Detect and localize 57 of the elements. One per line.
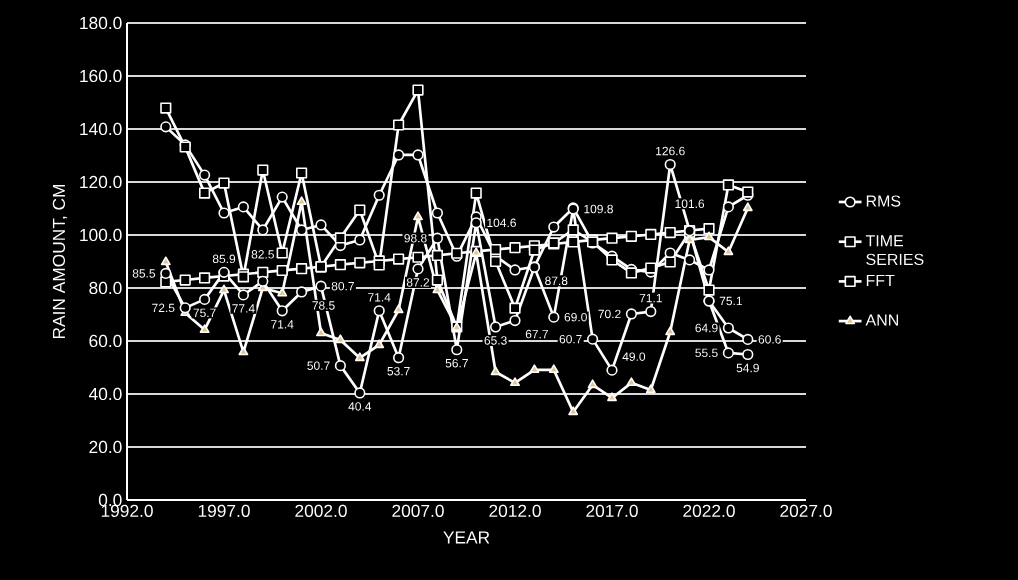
data-label: 82.5: [251, 250, 274, 259]
legend-label: FFT: [866, 274, 895, 286]
data-label: 60.6: [758, 335, 781, 344]
data-label: 67.7: [525, 329, 548, 339]
data-label: 104.6: [487, 218, 516, 228]
data-label: 49.0: [622, 352, 646, 361]
x-tick-label: 2007.0: [392, 504, 444, 517]
legend-label: RMS: [866, 195, 901, 207]
data-label: 77.4: [232, 304, 255, 313]
data-label: 71.4: [271, 320, 294, 329]
data-label: 69.0: [564, 312, 587, 322]
data-label: 65.3: [484, 336, 507, 345]
data-label: 64.9: [695, 323, 718, 333]
x-tick-label: 2017.0: [586, 504, 638, 517]
x-tick-label: 2012.0: [489, 504, 541, 517]
data-label: 80.7: [331, 281, 354, 291]
data-label: 87.2: [406, 278, 430, 287]
x-tick-label: 1997.0: [198, 504, 250, 517]
data-label: 50.7: [307, 361, 330, 370]
data-label: 71.4: [368, 293, 391, 302]
legend-label: ANN: [865, 314, 898, 326]
x-tick-label: 1992.0: [101, 504, 153, 517]
data-label: 53.7: [387, 366, 410, 376]
y-tick-label: 40.0: [88, 387, 122, 401]
x-axis-title: YEAR: [443, 531, 490, 544]
data-label: 75.7: [193, 308, 216, 318]
data-label: 60.7: [559, 334, 582, 344]
y-axis-title: RAIN AMOUNT, CM: [52, 184, 68, 339]
x-tick-label: 2002.0: [295, 504, 347, 517]
x-tick-label: 2022.0: [683, 504, 735, 517]
legend-label: TIME SERIES: [865, 235, 924, 266]
y-tick-label: 80.0: [89, 281, 122, 295]
data-label: 78.5: [312, 301, 335, 310]
data-label: 85.5: [132, 269, 156, 278]
y-tick-label: 180.0: [80, 16, 122, 30]
data-label: 72.5: [152, 303, 175, 313]
data-label: 126.6: [656, 146, 685, 156]
data-label: 56.7: [445, 358, 468, 368]
y-tick-label: 20.0: [89, 440, 122, 454]
x-tick-label: 2027.0: [780, 504, 832, 517]
data-label: 75.1: [719, 296, 742, 306]
data-label: 101.6: [675, 199, 705, 208]
data-label: 71.1: [639, 293, 662, 303]
data-label: 70.2: [598, 309, 621, 319]
y-tick-label: 140.0: [80, 122, 122, 136]
y-tick-label: 160.0: [80, 69, 122, 83]
data-label: 40.4: [348, 402, 372, 411]
data-label: 98.8: [404, 233, 427, 243]
data-label: 85.9: [212, 254, 236, 264]
data-label: 109.8: [584, 204, 613, 214]
data-label: 54.9: [736, 363, 759, 373]
y-tick-label: 0.0: [98, 493, 122, 507]
y-tick-label: 60.0: [89, 334, 122, 348]
data-label: 87.8: [545, 276, 568, 286]
y-tick-label: 100.0: [80, 228, 122, 242]
y-tick-label: 120.0: [80, 175, 122, 189]
data-label: 55.5: [695, 348, 718, 358]
